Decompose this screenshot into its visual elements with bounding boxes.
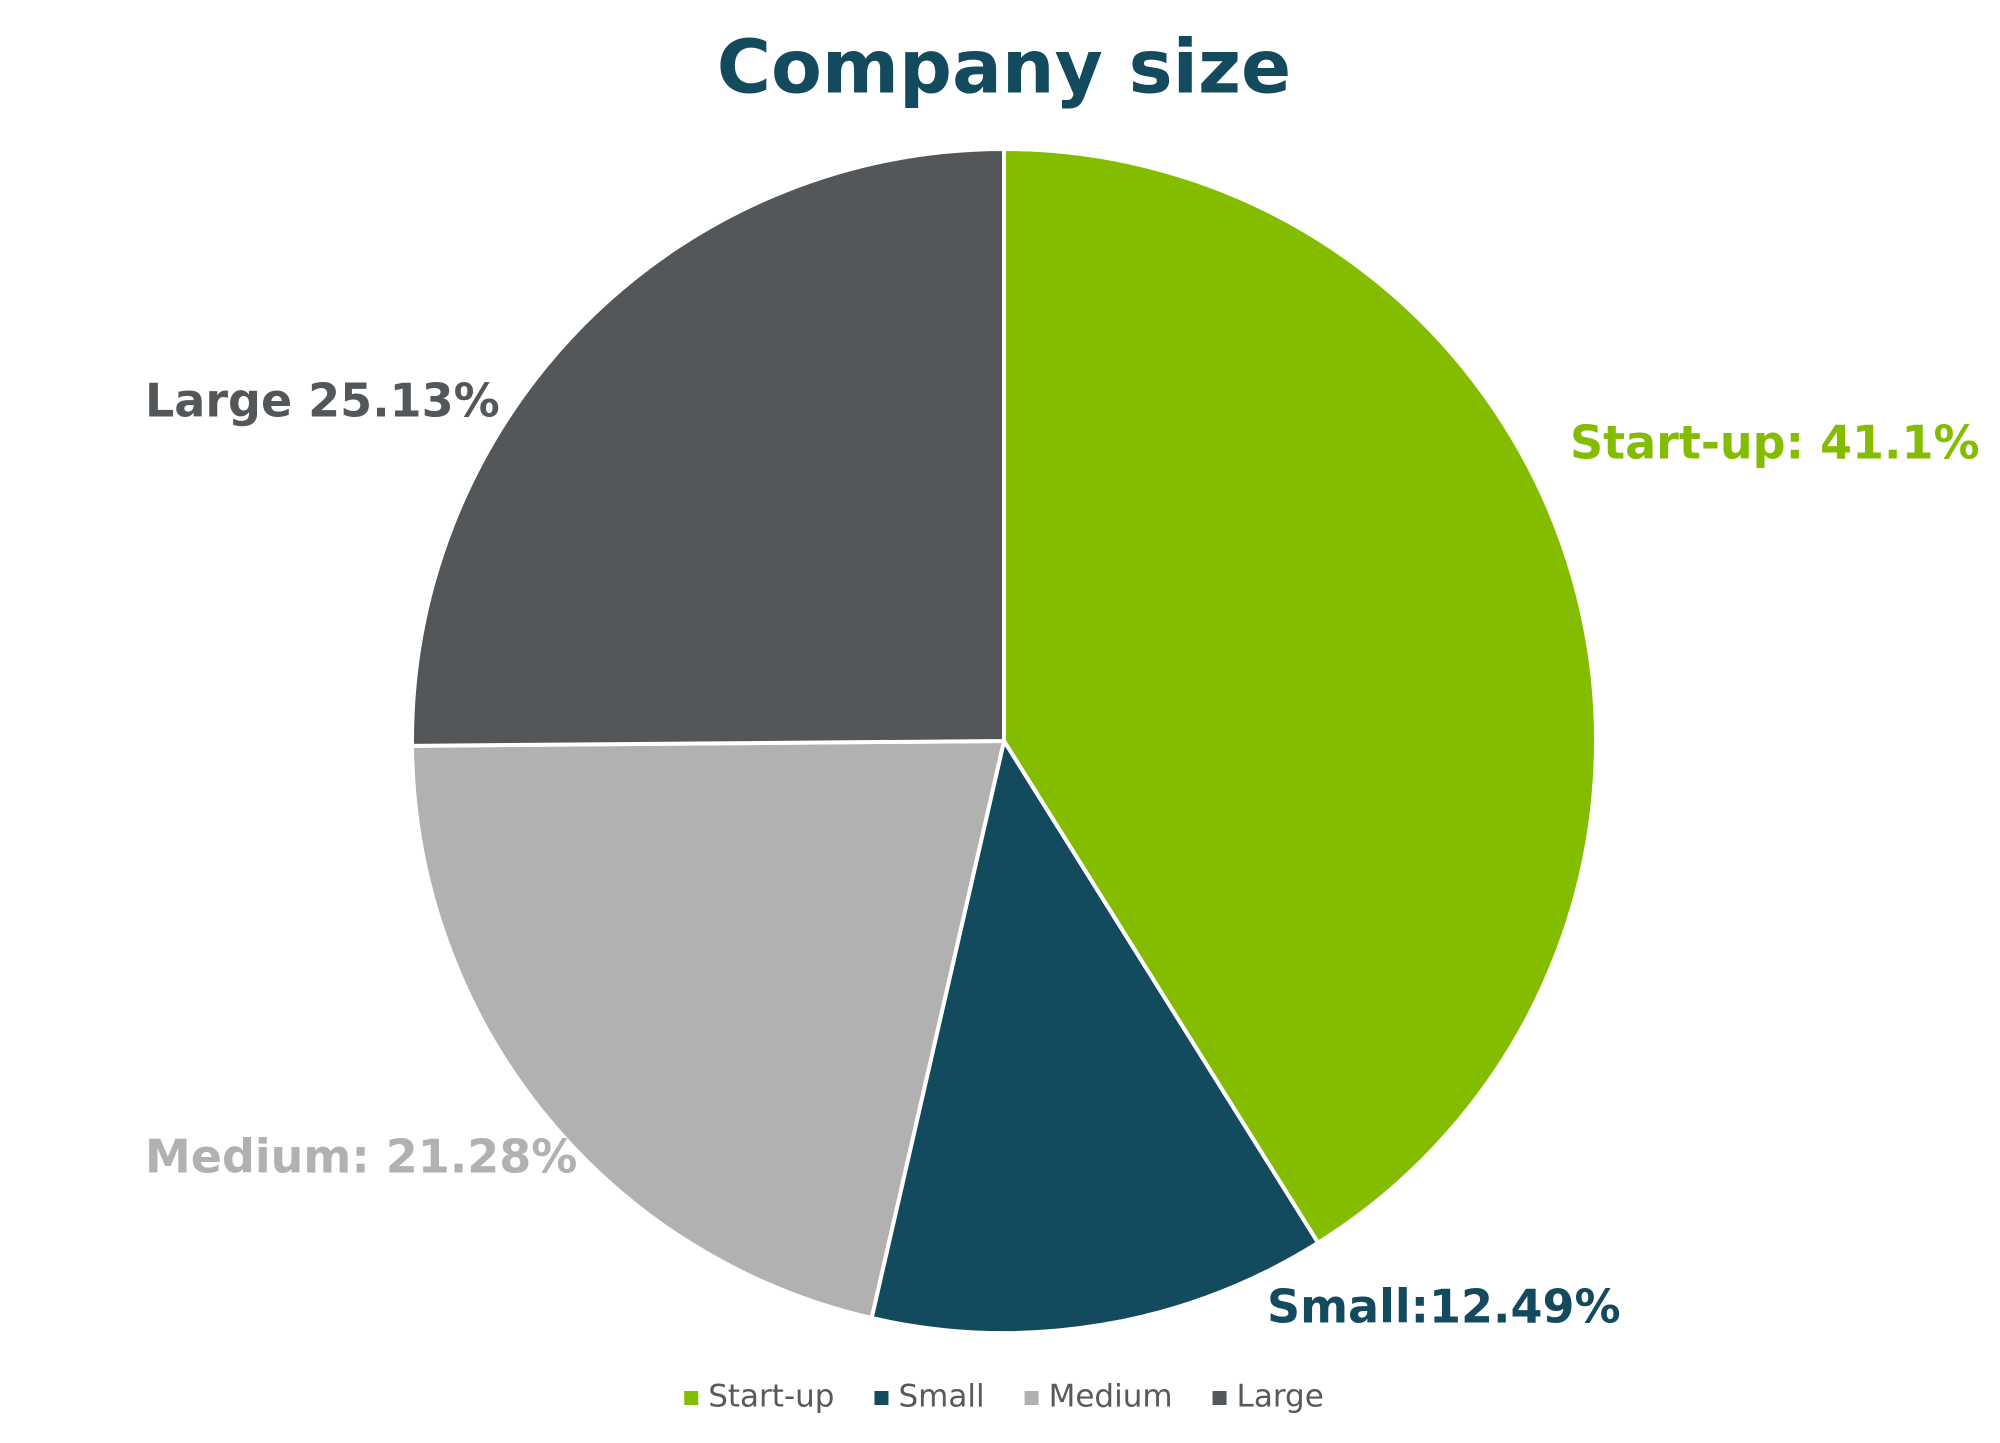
data-label: Small:12.49% [1267,1280,1621,1334]
pie-slice [410,147,1006,748]
legend-swatch [684,1391,699,1405]
pie-slice [1002,147,1598,1245]
legend-swatch [1024,1391,1039,1405]
legend-swatch [874,1391,889,1405]
legend-swatch [1212,1391,1227,1405]
data-label: Large 25.13% [145,374,500,428]
data-label: Start-up: 41.1% [1570,416,1980,470]
legend-label: Medium [1049,1379,1173,1415]
legend-label: Small [898,1379,984,1415]
legend-label: Large [1237,1379,1324,1415]
chart-title: Company size [717,25,1292,111]
pie-slice [869,739,1321,1335]
legend-label: Start-up [708,1379,834,1415]
pie-slice [410,739,1006,1320]
data-label: Medium: 21.28% [145,1130,577,1184]
